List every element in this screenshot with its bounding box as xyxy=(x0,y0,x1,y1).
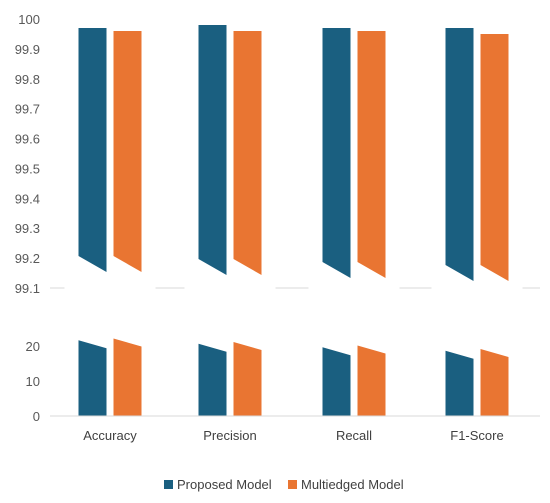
upper-y-tick-label: 99.2 xyxy=(15,251,40,266)
bar-upper xyxy=(322,27,351,278)
upper-y-tick-label: 99.4 xyxy=(15,191,40,206)
legend-swatch-proposed xyxy=(164,480,173,489)
bar-upper xyxy=(445,27,474,281)
upper-y-tick-label: 99.9 xyxy=(15,42,40,57)
x-category-label: Precision xyxy=(203,428,256,443)
legend-swatch-multiedged xyxy=(288,480,297,489)
x-category-label: Recall xyxy=(336,428,372,443)
bar-lower xyxy=(445,350,474,416)
legend-label-multiedged: Multiedged Model xyxy=(301,477,404,492)
upper-y-tick-label: 99.7 xyxy=(15,102,40,117)
upper-y-tick-label: 99.6 xyxy=(15,132,40,147)
upper-y-tick-label: 99.3 xyxy=(15,221,40,236)
bar-lower xyxy=(198,343,227,416)
upper-y-tick-label: 99.5 xyxy=(15,161,40,176)
lower-y-tick-label: 0 xyxy=(33,409,40,424)
x-category-label: F1-Score xyxy=(450,428,503,443)
bar-lower xyxy=(78,340,107,416)
bar-lower xyxy=(480,349,509,416)
bar-upper xyxy=(480,33,509,281)
upper-y-tick-label: 100 xyxy=(18,12,40,27)
lower-y-tick-label: 10 xyxy=(26,374,40,389)
bar-lower xyxy=(357,345,386,416)
legend-label-proposed: Proposed Model xyxy=(177,477,272,492)
lower-y-tick-label: 20 xyxy=(26,339,40,354)
upper-y-tick-label: 99.8 xyxy=(15,72,40,87)
bar-upper xyxy=(233,30,262,276)
bar-lower xyxy=(113,338,142,416)
bar-upper xyxy=(78,27,107,272)
bar-upper xyxy=(198,24,227,275)
bar-lower xyxy=(322,347,351,416)
bar-upper xyxy=(357,30,386,279)
bar-lower xyxy=(233,342,262,416)
upper-y-tick-label: 99.1 xyxy=(15,281,40,296)
x-category-label: Accuracy xyxy=(83,428,137,443)
bar-upper xyxy=(113,30,142,273)
